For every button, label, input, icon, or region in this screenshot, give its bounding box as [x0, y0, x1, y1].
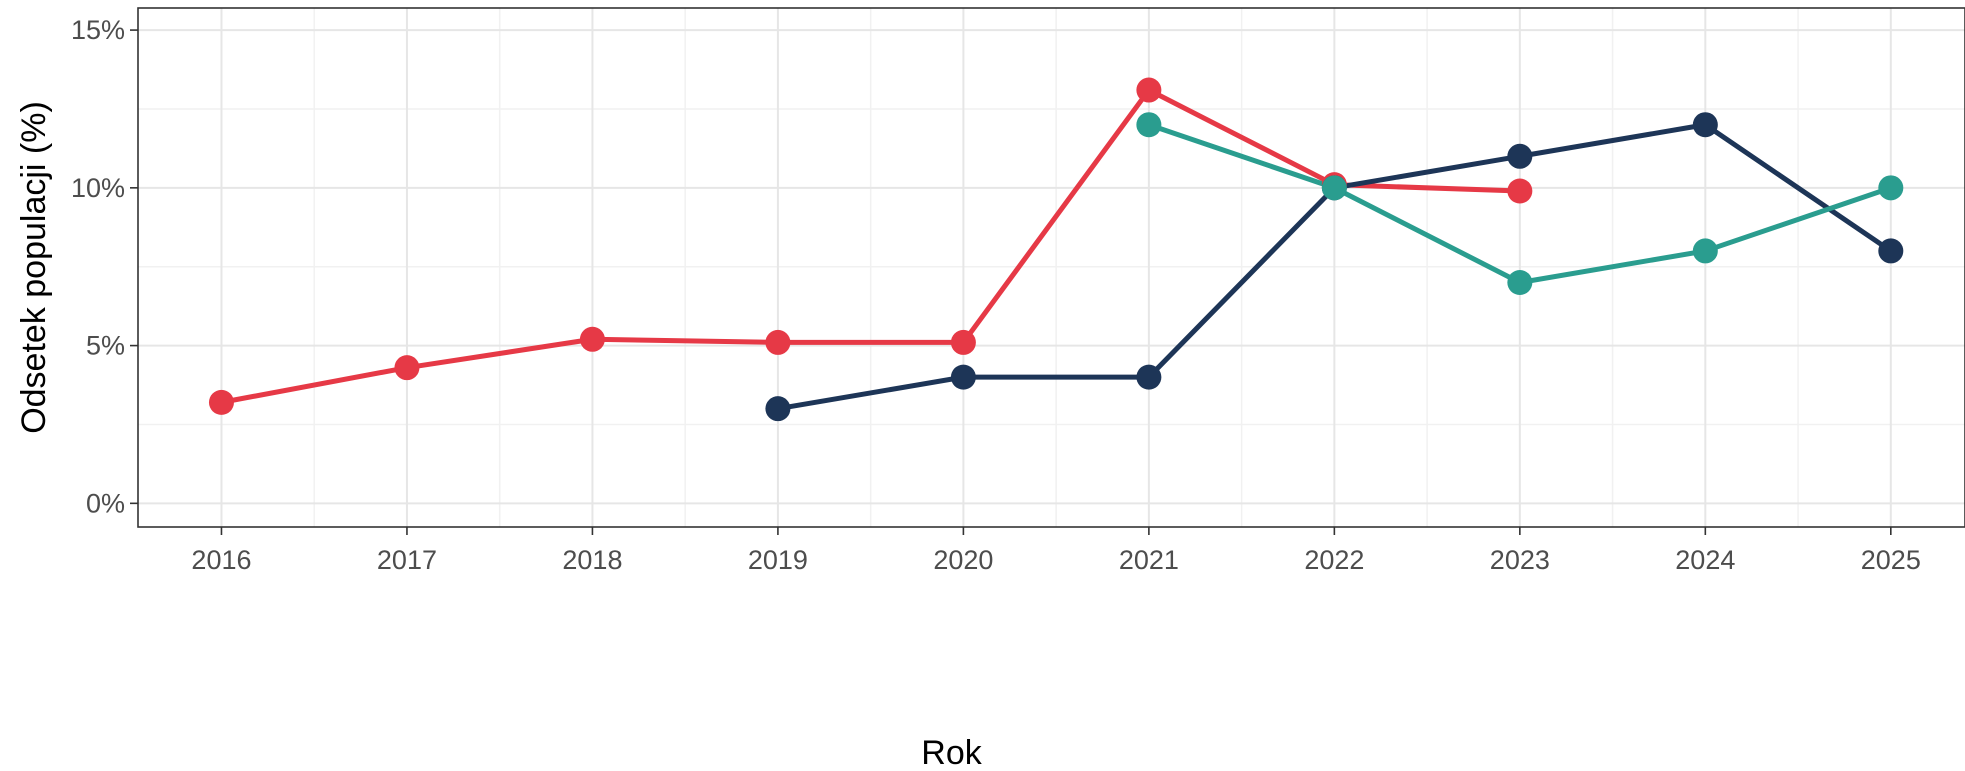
x-tick-label: 2019 [748, 545, 808, 575]
y-tick-label: 10% [71, 173, 125, 203]
data-point-series-2 [765, 396, 791, 422]
x-tick-label: 2024 [1675, 545, 1735, 575]
series-line-1 [218, 87, 1523, 405]
data-point-series-3 [1321, 175, 1347, 201]
data-point-series-2 [950, 364, 976, 390]
x-tick-label: 2016 [191, 545, 251, 575]
data-point-series-1 [1136, 77, 1162, 103]
axes: 0% 5% 10% 15% 2016 2017 2018 2019 2020 2021 2022 20… [71, 15, 1921, 575]
data-point-series-3 [1136, 112, 1162, 138]
data-point-series-1 [765, 329, 791, 355]
x-tick-label: 2017 [377, 545, 437, 575]
data-point-series-2 [1507, 143, 1533, 169]
gridlines [138, 8, 1965, 527]
data-point-series-1 [208, 389, 234, 415]
y-tick-label: 5% [86, 331, 125, 361]
x-tick-label: 2022 [1304, 545, 1364, 575]
x-tick-label: 2025 [1861, 545, 1921, 575]
plot-panel-border [137, 7, 1965, 528]
x-tick-label: 2018 [562, 545, 622, 575]
data-series [208, 77, 1904, 422]
data-point-series-2 [1136, 364, 1162, 390]
x-axis-title: Rok [921, 734, 982, 771]
data-point-series-1 [394, 355, 420, 381]
data-point-series-3 [1507, 269, 1533, 295]
data-point-series-2 [1692, 112, 1718, 138]
x-tick-label: 2021 [1119, 545, 1179, 575]
data-point-series-1 [1507, 178, 1533, 204]
y-tick-label: 0% [86, 488, 125, 518]
y-tick-label: 15% [71, 15, 125, 45]
data-point-series-1 [950, 329, 976, 355]
x-tick-label: 2023 [1490, 545, 1550, 575]
data-point-series-1 [579, 326, 605, 352]
data-point-series-2 [1878, 238, 1904, 264]
y-axis-title: Odsetek populacji (%) [15, 101, 53, 434]
data-point-series-3 [1692, 238, 1718, 264]
data-point-series-3 [1878, 175, 1904, 201]
x-tick-label: 2020 [933, 545, 993, 575]
